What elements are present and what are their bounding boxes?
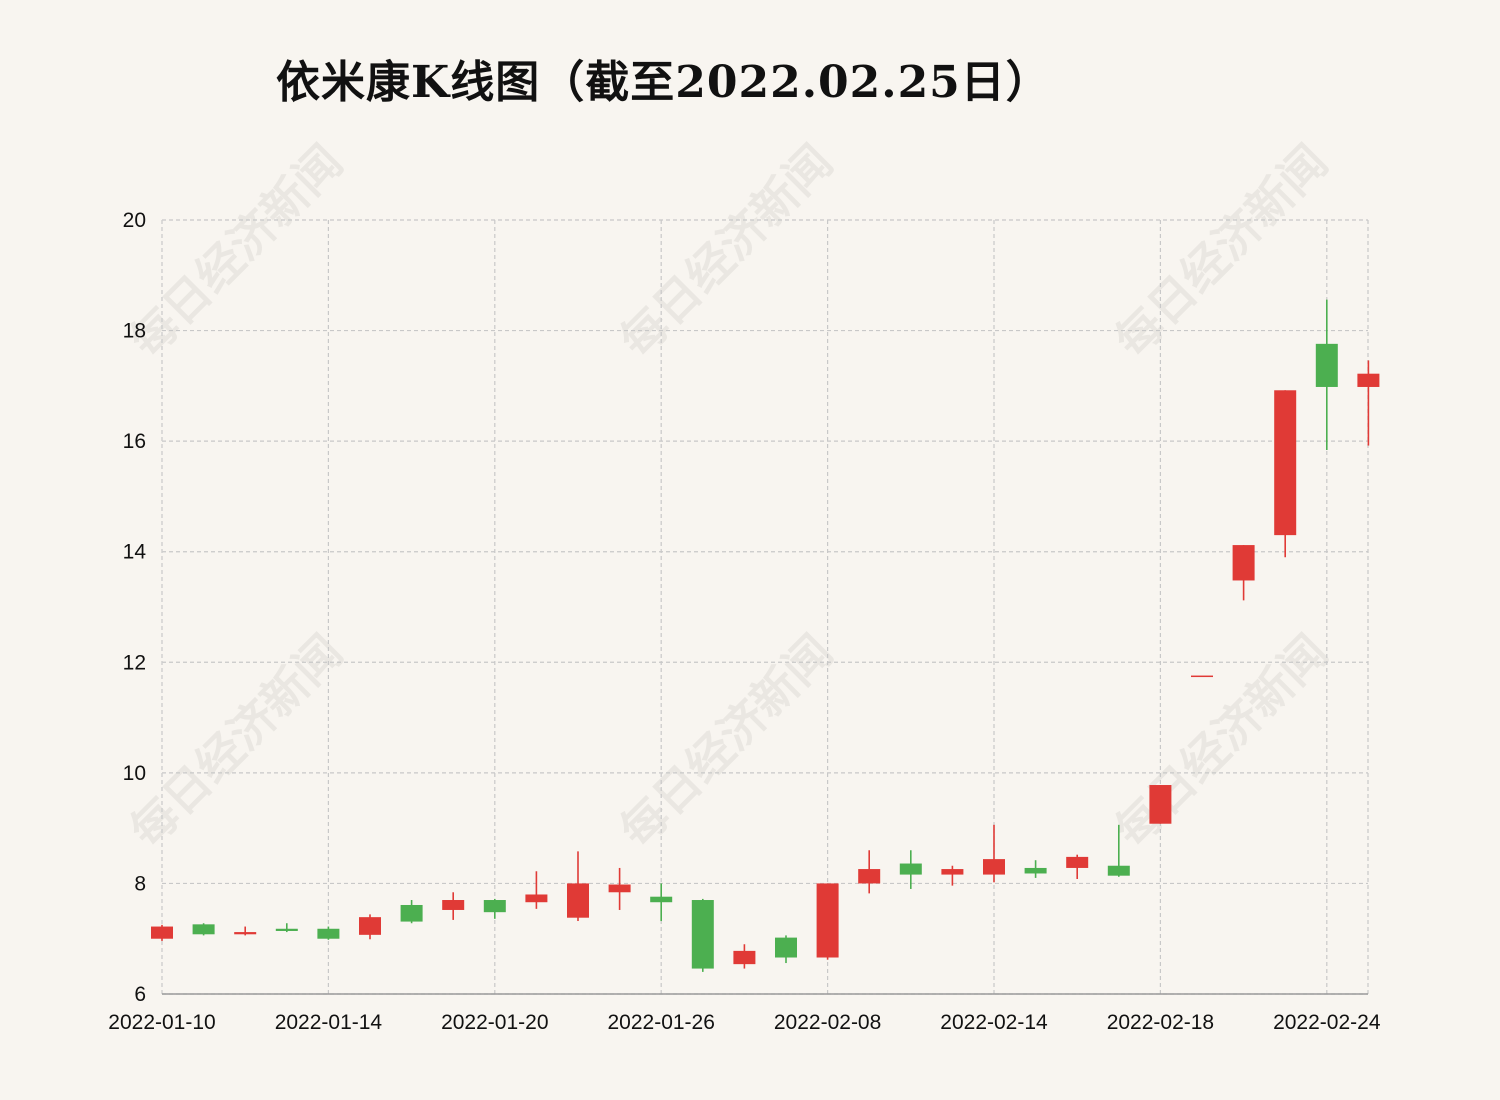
candle bbox=[192, 923, 215, 936]
candle-body bbox=[1315, 343, 1338, 387]
candle-body bbox=[359, 917, 381, 935]
candle bbox=[775, 935, 797, 964]
candle-body bbox=[899, 863, 922, 875]
candle-body bbox=[234, 932, 257, 935]
candle-body bbox=[608, 884, 631, 893]
candle-body bbox=[400, 904, 423, 922]
x-tick-label: 2022-02-24 bbox=[1273, 1011, 1381, 1034]
x-tick-label: 2022-01-14 bbox=[275, 1011, 383, 1034]
watermark-text: 每日经济新闻 bbox=[120, 134, 353, 367]
candle-body bbox=[442, 900, 465, 910]
candle-body bbox=[775, 937, 797, 958]
candle-body bbox=[650, 896, 673, 903]
x-tick-label: 2022-01-26 bbox=[607, 1011, 714, 1034]
candle bbox=[608, 867, 631, 910]
candle-body bbox=[1066, 856, 1089, 868]
candle bbox=[1149, 785, 1172, 824]
candle-body bbox=[1149, 785, 1172, 824]
x-tick-label: 2022-02-08 bbox=[774, 1011, 881, 1034]
candle bbox=[1024, 860, 1047, 878]
candle bbox=[1274, 390, 1297, 558]
candle bbox=[1357, 360, 1380, 446]
y-tick-label: 10 bbox=[123, 762, 146, 785]
x-tick-label: 2022-01-20 bbox=[441, 1011, 548, 1034]
candle bbox=[1315, 299, 1338, 450]
candle-body bbox=[1274, 390, 1297, 536]
candle-body bbox=[275, 928, 298, 931]
candle bbox=[359, 914, 381, 940]
candle-body bbox=[733, 950, 756, 965]
candle bbox=[1107, 824, 1130, 877]
grid-lines bbox=[161, 219, 1369, 995]
candle bbox=[400, 900, 423, 924]
candle-body bbox=[1357, 373, 1380, 387]
candle-body bbox=[858, 869, 881, 884]
candle bbox=[317, 926, 340, 940]
watermark-text: 每日经济新闻 bbox=[1105, 134, 1338, 367]
candle bbox=[567, 851, 589, 922]
candle-body bbox=[983, 859, 1005, 875]
candle bbox=[234, 926, 257, 936]
candle bbox=[691, 898, 714, 972]
y-tick-label: 14 bbox=[123, 541, 147, 564]
x-tick-label: 2022-01-10 bbox=[108, 1011, 215, 1034]
watermark-text: 每日经济新闻 bbox=[610, 134, 843, 367]
chart-title: 依米康K线图（截至2022.02.25日） bbox=[276, 57, 1051, 108]
candle bbox=[1066, 854, 1089, 880]
candle-body bbox=[1232, 545, 1255, 581]
x-tick-label: 2022-02-14 bbox=[940, 1011, 1048, 1034]
candle-body bbox=[192, 924, 215, 935]
candle bbox=[941, 865, 964, 886]
axis-labels: 6 8 10 12 14 16 18 20 2022-01-10 2022-01-14 2022-0… bbox=[108, 209, 1381, 1034]
candles-layer bbox=[151, 299, 1380, 972]
watermark-text: 每日经济新闻 bbox=[120, 624, 353, 857]
watermark-text: 每日经济新闻 bbox=[1105, 624, 1338, 857]
candle bbox=[1232, 545, 1255, 601]
candle-body bbox=[941, 869, 964, 875]
watermark-text: 每日经济新闻 bbox=[610, 624, 843, 857]
candle-body bbox=[816, 883, 839, 958]
candle-body bbox=[1024, 867, 1047, 874]
candle bbox=[1191, 675, 1213, 678]
candle bbox=[983, 824, 1005, 883]
candle bbox=[816, 883, 839, 960]
candle bbox=[442, 892, 465, 920]
candle bbox=[275, 923, 298, 933]
candle-body bbox=[1107, 865, 1130, 876]
candle-body bbox=[151, 926, 173, 939]
y-tick-label: 20 bbox=[123, 209, 146, 232]
y-tick-label: 6 bbox=[134, 983, 146, 1006]
candle bbox=[858, 850, 881, 894]
y-tick-label: 18 bbox=[123, 320, 146, 343]
candle-body bbox=[691, 900, 714, 969]
candle-body bbox=[525, 894, 548, 903]
candle bbox=[899, 850, 922, 889]
candle bbox=[151, 924, 173, 941]
candle bbox=[650, 883, 673, 922]
candle bbox=[483, 898, 506, 919]
y-tick-label: 12 bbox=[123, 651, 146, 674]
candle-body bbox=[567, 883, 589, 918]
candle-body bbox=[1191, 675, 1213, 678]
candle bbox=[733, 944, 756, 969]
candle-body bbox=[317, 928, 340, 939]
y-tick-label: 16 bbox=[123, 430, 146, 453]
candle bbox=[525, 871, 548, 909]
x-tick-label: 2022-02-18 bbox=[1107, 1011, 1214, 1034]
y-tick-label: 8 bbox=[134, 872, 146, 895]
candle-body bbox=[483, 900, 506, 913]
